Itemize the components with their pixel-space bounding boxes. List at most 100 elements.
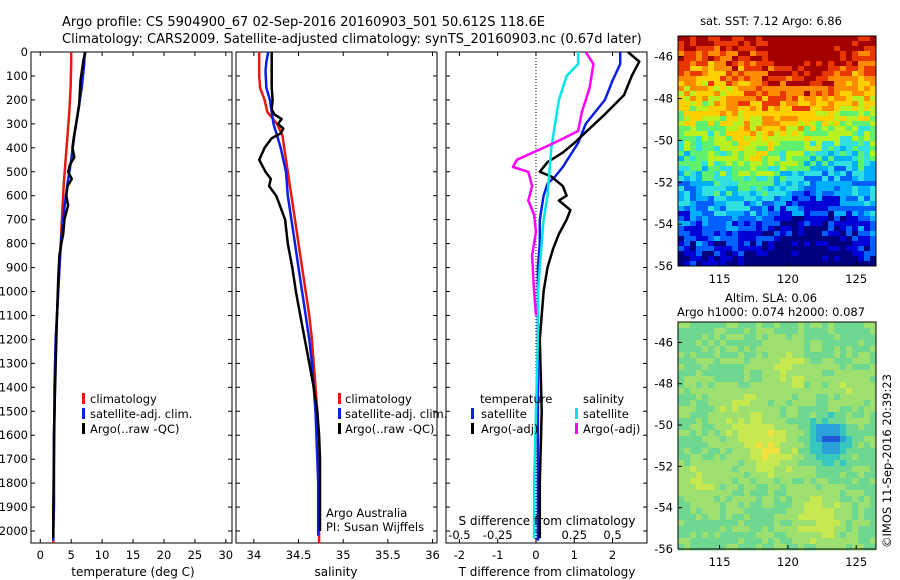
map-cell [756, 436, 763, 443]
map-cell [684, 101, 691, 107]
map-x-tick-label: 115 [709, 555, 731, 569]
map-cell [774, 36, 781, 42]
map-cell [744, 418, 751, 425]
map-cell [858, 46, 865, 52]
map-cell [834, 520, 841, 527]
map-cell [786, 111, 793, 117]
map-cell [690, 61, 697, 67]
map-cell [684, 51, 691, 57]
map-cell [726, 526, 733, 533]
map-cell [720, 496, 727, 503]
map-cell [684, 216, 691, 222]
map-cell [786, 126, 793, 132]
map-cell [840, 121, 847, 127]
map-cell [828, 261, 835, 267]
map-cell [762, 121, 769, 127]
map-cell [678, 141, 685, 147]
map-cell [846, 176, 853, 182]
map-cell [744, 490, 751, 497]
map-cell [780, 520, 787, 527]
map-cell [750, 364, 757, 371]
map-cell [852, 370, 859, 377]
map-cell [780, 141, 787, 147]
map-cell [822, 231, 829, 237]
map-cell [750, 166, 757, 172]
legend-label: satellite-adj. clim. [345, 407, 447, 421]
map-cell [690, 136, 697, 142]
map-cell [720, 544, 727, 551]
map-cell [792, 406, 799, 413]
map-cell [852, 51, 859, 57]
map-cell [714, 176, 721, 182]
map-cell [696, 71, 703, 77]
map-cell [792, 206, 799, 212]
map-cell [774, 231, 781, 237]
map-cell [756, 211, 763, 217]
map-cell [768, 442, 775, 449]
map-cell [786, 508, 793, 515]
map-cell [696, 211, 703, 217]
map-cell [798, 382, 805, 389]
map-cell [738, 532, 745, 539]
map-cell [804, 231, 811, 237]
map-cell [810, 191, 817, 197]
map-cell [816, 206, 823, 212]
map-cell [840, 51, 847, 57]
map-cell [750, 490, 757, 497]
map-cell [852, 424, 859, 431]
map-cell [708, 171, 715, 177]
map-cell [810, 340, 817, 347]
map-cell [684, 454, 691, 461]
map-cell [816, 176, 823, 182]
map-cell [804, 261, 811, 267]
map-cell [798, 56, 805, 62]
map-cell [798, 436, 805, 443]
map-cell [756, 261, 763, 267]
map-cell [750, 196, 757, 202]
map-cell [720, 340, 727, 347]
map-cell [846, 370, 853, 377]
map-cell [714, 131, 721, 137]
map-cell [750, 66, 757, 72]
map-cell [822, 51, 829, 57]
map-cell [864, 526, 871, 533]
map-cell [726, 544, 733, 551]
map-cell [798, 96, 805, 102]
map-cell [870, 334, 877, 341]
map-cell [792, 71, 799, 77]
map-cell [768, 376, 775, 383]
map-cell [816, 382, 823, 389]
map-cell [750, 111, 757, 117]
map-cell [786, 66, 793, 72]
map-cell [774, 116, 781, 122]
map-cell [822, 382, 829, 389]
map-cell [714, 328, 721, 335]
map-cell [762, 81, 769, 87]
map-cell [726, 370, 733, 377]
map-cell [762, 364, 769, 371]
map-cell [792, 216, 799, 222]
map-cell [690, 334, 697, 341]
map-cell [780, 221, 787, 227]
map-cell [720, 56, 727, 62]
map-cell [708, 81, 715, 87]
map-cell [708, 86, 715, 92]
map-cell [870, 256, 877, 262]
map-cell [744, 71, 751, 77]
map-cell [786, 520, 793, 527]
map-cell [792, 520, 799, 527]
map-cell [732, 436, 739, 443]
map-cell [678, 514, 685, 521]
map-cell [756, 56, 763, 62]
map-cell [738, 490, 745, 497]
map-cell [732, 126, 739, 132]
map-cell [744, 406, 751, 413]
map-cell [768, 151, 775, 157]
map-cell [816, 91, 823, 97]
map-cell [738, 156, 745, 162]
map-cell [816, 334, 823, 341]
map-cell [864, 136, 871, 142]
map-cell [798, 76, 805, 82]
map-cell [768, 406, 775, 413]
map-cell [840, 101, 847, 107]
